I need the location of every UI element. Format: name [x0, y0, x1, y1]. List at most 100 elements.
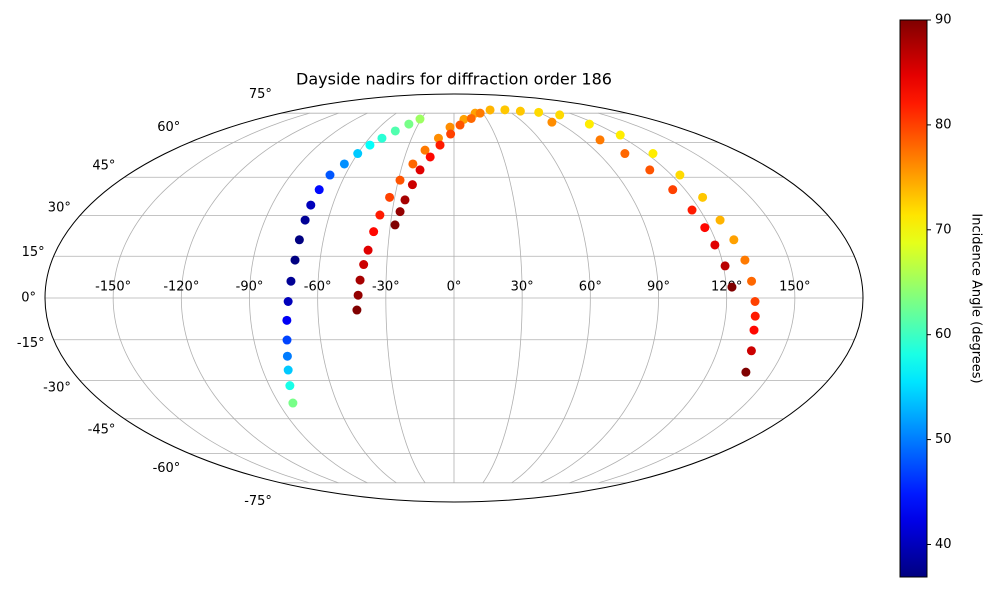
y-tick-label: 60°: [157, 120, 180, 135]
y-tick-label: -30°: [43, 380, 71, 395]
grid-line: [249, 112, 368, 484]
data-point: [700, 223, 710, 233]
data-point: [395, 175, 405, 185]
data-point: [648, 149, 658, 159]
x-tick-label: -60°: [304, 280, 332, 295]
data-point: [390, 220, 400, 230]
x-tick-label: 120°: [711, 280, 742, 295]
colorbar-tick-label: 50: [935, 432, 952, 447]
data-point: [282, 315, 292, 325]
colorbar-tick-label: 40: [935, 537, 952, 552]
data-point: [687, 205, 697, 215]
map-boundary: [44, 93, 864, 503]
data-point: [645, 165, 655, 175]
data-point: [710, 240, 720, 250]
data-point: [446, 129, 456, 139]
data-point: [741, 367, 751, 377]
x-tick-label: -150°: [95, 280, 131, 295]
x-tick-label: 60°: [579, 280, 602, 295]
data-point: [698, 192, 708, 202]
data-point: [555, 110, 565, 120]
data-point: [404, 119, 414, 129]
colorbar-label: Incidence Angle (degrees): [969, 213, 984, 383]
data-point: [485, 105, 495, 115]
data-point: [355, 275, 365, 285]
data-point: [475, 108, 485, 118]
data-point: [400, 195, 410, 205]
grid-line: [180, 112, 339, 484]
grid-line: [569, 112, 728, 484]
data-point: [727, 282, 737, 292]
data-point: [420, 145, 430, 155]
y-tick-label: -75°: [244, 494, 272, 509]
data-point: [363, 245, 373, 255]
data-point: [282, 335, 292, 345]
data-point: [339, 159, 349, 169]
data-point: [408, 159, 418, 169]
data-point: [300, 215, 310, 225]
y-tick-label: 15°: [22, 245, 45, 260]
colorbar-tick-label: 70: [935, 222, 952, 237]
grid-line: [540, 112, 659, 484]
grid-line: [112, 112, 310, 484]
data-point: [675, 170, 685, 180]
data-point: [385, 192, 395, 202]
data-point: [390, 126, 400, 136]
data-point: [715, 215, 725, 225]
chart-title: Dayside nadirs for diffraction order 186: [296, 70, 612, 89]
grid-line: [482, 112, 523, 484]
data-point: [288, 398, 298, 408]
x-tick-label: -90°: [236, 280, 264, 295]
data-point: [750, 296, 760, 306]
data-point: [407, 180, 417, 190]
y-tick-label: -45°: [88, 423, 116, 438]
data-point: [729, 235, 739, 245]
data-point: [285, 381, 295, 391]
data-point: [749, 325, 759, 335]
data-point: [415, 114, 425, 124]
data-point: [746, 346, 756, 356]
data-point: [515, 106, 525, 116]
data-point: [455, 120, 465, 130]
data-point: [435, 140, 445, 150]
data-point: [547, 117, 557, 127]
grid: [45, 112, 863, 484]
data-point: [584, 119, 594, 129]
data-point: [290, 255, 300, 265]
data-point: [359, 260, 369, 270]
data-point: [415, 165, 425, 175]
data-point: [750, 311, 760, 321]
colorbar-tick-label: 90: [935, 13, 952, 28]
data-point: [395, 207, 405, 217]
grid-line: [598, 112, 796, 484]
data-point: [433, 133, 443, 143]
data-point: [445, 122, 455, 132]
x-tick-label: 150°: [779, 280, 810, 295]
data-point: [620, 149, 630, 159]
data-point: [294, 235, 304, 245]
data-point: [353, 290, 363, 300]
data-point: [747, 276, 757, 286]
data-point: [500, 105, 510, 115]
data-point: [375, 210, 385, 220]
data-point: [283, 296, 293, 306]
data-point: [306, 200, 316, 210]
y-tick-label: -60°: [153, 461, 181, 476]
data-point: [615, 130, 625, 140]
data-point: [353, 149, 363, 159]
x-tick-label: 30°: [511, 280, 534, 295]
data-point: [668, 185, 678, 195]
colorbar-tick-label: 60: [935, 327, 952, 342]
data-point: [286, 276, 296, 286]
grid-line: [317, 112, 397, 484]
colorbar-tick-label: 80: [935, 117, 952, 132]
data-point: [282, 351, 292, 361]
grid-line: [511, 112, 591, 484]
x-tick-label: 0°: [447, 280, 462, 295]
data-point: [369, 227, 379, 237]
y-tick-label: 75°: [249, 87, 272, 102]
data-point: [325, 170, 335, 180]
data-point: [425, 152, 435, 162]
data-point: [534, 107, 544, 117]
